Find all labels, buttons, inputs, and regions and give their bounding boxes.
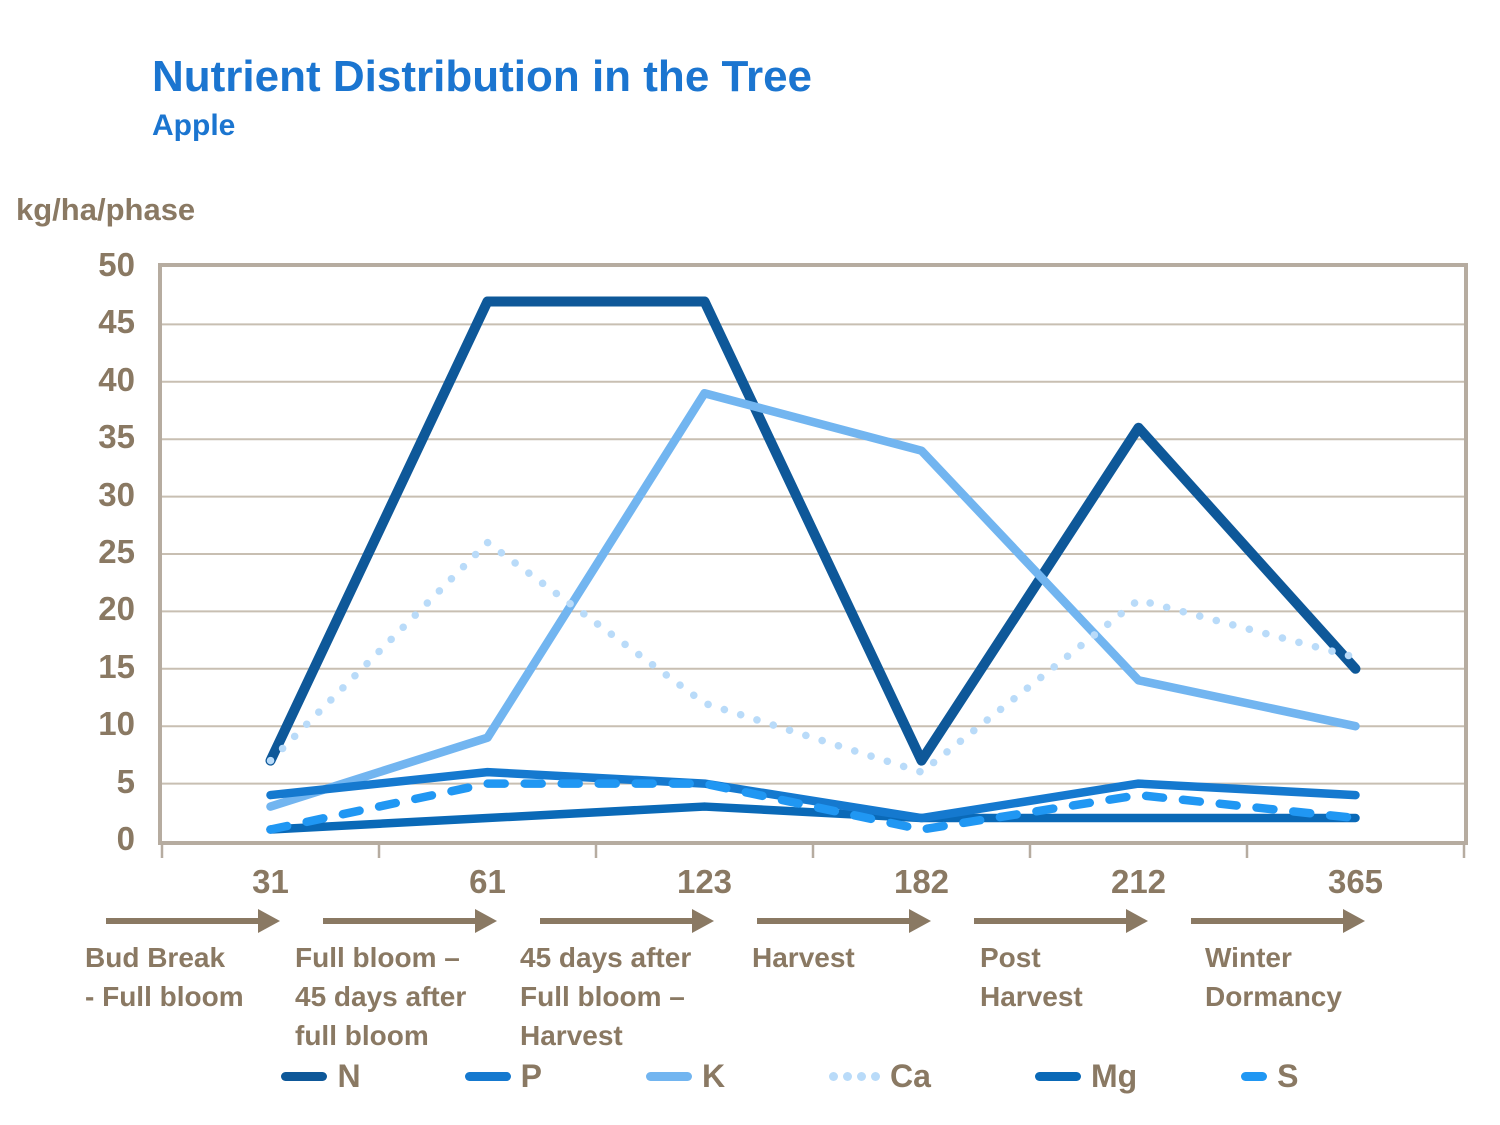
y-axis-tick-label: 20 [98,590,135,628]
series-line-Ca [266,538,1360,776]
legend-swatch-solid-icon [645,1071,692,1081]
legend-swatch-dotted-icon [829,1071,881,1081]
legend-dot-icon [871,1071,881,1081]
phase-arrow-icon [322,909,497,933]
chart-canvas [160,296,1466,858]
x-axis-tick-label: 182 [893,863,950,900]
x-axis-tick-label: 365 [1327,863,1384,900]
phase-arrow-icon [1190,909,1365,933]
phase-label: Full bloom – 45 days after full bloom [295,942,467,1051]
legend-label: S [1277,1057,1299,1094]
y-axis-unit-label: kg/ha/phase [16,192,196,227]
legend: N P K Ca Mg S [150,1048,1430,1104]
phase-label: Bud Break - Full bloom [85,942,244,1012]
legend-dot-icon [829,1071,839,1081]
y-axis-tick-label: 25 [98,533,135,570]
legend-swatch-solid-icon [464,1071,511,1081]
x-axis-tick-label: 212 [1110,863,1167,900]
y-axis-tick-label: 5 [116,762,135,800]
chart-subtitle: Apple [152,109,236,142]
legend-label: P [520,1057,542,1094]
y-axis-tick-label: 50 [98,246,135,283]
y-axis-tick-label: 45 [98,303,135,341]
phase-label: Post Harvest [980,942,1083,1012]
series-line-P [266,767,1360,823]
legend-item-N: N [281,1057,361,1095]
phase-arrow-icon [756,909,931,933]
phase-label: Harvest [752,942,855,973]
legend-item-S: S [1241,1057,1299,1095]
legend-item-K: K [645,1057,726,1095]
legend-item-Mg: Mg [1034,1057,1138,1095]
y-axis-tick-label: 15 [98,647,135,685]
x-axis-tick-label: 61 [469,863,506,900]
phase-label: 45 days after Full bloom – Harvest [520,942,692,1051]
series-line-S [266,779,1360,834]
legend-dot-icon [843,1071,853,1081]
legend-dot-icon [857,1071,867,1081]
series-line-K [266,389,1360,811]
legend-swatch-solid-icon [281,1071,328,1081]
x-axis-tick-label: 31 [252,863,289,900]
legend-label: K [701,1057,726,1094]
legend-item-Ca: Ca [829,1058,931,1095]
legend-label: Mg [1090,1057,1138,1094]
phase-arrow-icon [539,909,714,933]
phase-arrow-icon [105,909,280,933]
y-axis-tick-label: 35 [98,418,135,456]
legend-swatch-solid-icon [1034,1071,1081,1081]
series-line-Mg [266,802,1360,834]
y-axis-tick-label: 30 [98,475,135,513]
y-axis-tick-label: 40 [98,360,135,398]
series-line-N [265,296,1361,766]
legend-item-P: P [464,1057,542,1095]
plot-area [158,263,1468,858]
phase-arrow-icon [973,909,1148,933]
legend-label: N [337,1057,361,1094]
legend-swatch-dashed-icon [1241,1071,1268,1081]
legend-label: Ca [890,1057,931,1094]
x-axis-tick-label: 123 [676,863,733,900]
y-axis-tick-label: 0 [116,820,135,857]
chart-title: Nutrient Distribution in the Tree [152,52,813,101]
y-axis-tick-label: 10 [98,705,135,743]
phase-label: Winter Dormancy [1205,942,1342,1012]
